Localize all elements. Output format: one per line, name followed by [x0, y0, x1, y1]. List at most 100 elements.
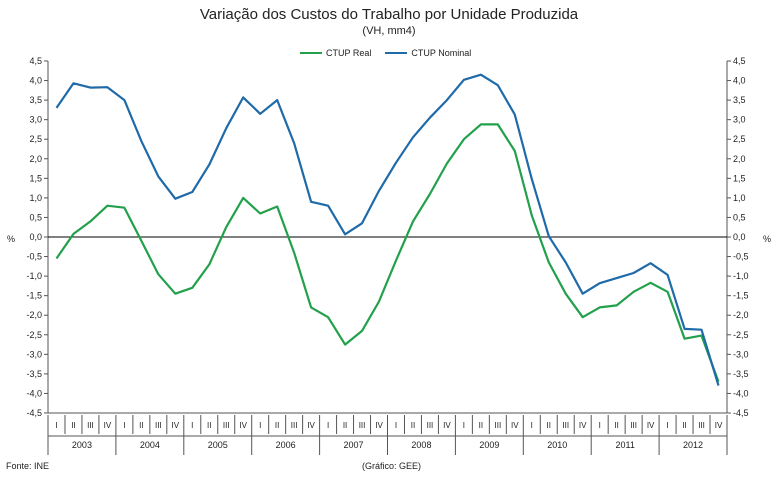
y-tick-label-right: 0,0: [733, 232, 746, 242]
x-tick-label-quarter: II: [275, 421, 279, 430]
y-tick-label-right: 0,5: [733, 212, 746, 222]
x-tick-label-quarter: III: [223, 421, 230, 430]
x-tick-label-quarter: IV: [172, 421, 180, 430]
x-tick-label-quarter: I: [531, 421, 533, 430]
y-tick-label-right: 4,5: [733, 56, 746, 66]
series-line-ctup-nominal: [55, 73, 720, 386]
x-tick-label-quarter: III: [291, 421, 298, 430]
x-tick-label-quarter: IV: [579, 421, 587, 430]
y-tick-label-left: 1,0: [29, 193, 42, 203]
y-unit-label-left: %: [7, 234, 15, 244]
x-tick-label-quarter: II: [479, 421, 483, 430]
y-tick-label-left: -2,5: [26, 330, 42, 340]
y-tick-label-right: -1,5: [733, 291, 749, 301]
y-tick-label-left: -3,5: [26, 369, 42, 379]
legend-swatch-nominal: [385, 52, 408, 54]
x-tick-label-year: 2007: [344, 440, 364, 450]
x-tick-label-year: 2003: [72, 440, 92, 450]
x-tick-label-quarter: II: [614, 421, 618, 430]
x-tick-label-quarter: IV: [375, 421, 383, 430]
x-tick-label-quarter: IV: [511, 421, 519, 430]
y-tick-label-right: 3,0: [733, 115, 746, 125]
y-tick-label-left: 2,0: [29, 154, 42, 164]
y-tick-label-left: -0,5: [26, 252, 42, 262]
x-tick-label-quarter: IV: [307, 421, 315, 430]
x-tick-label-quarter: III: [427, 421, 434, 430]
y-tick-label-right: -3,0: [733, 349, 749, 359]
y-tick-label-left: -4,0: [26, 388, 42, 398]
x-tick-label-quarter: III: [495, 421, 502, 430]
y-tick-label-right: -4,0: [733, 388, 749, 398]
y-tick-label-left: 0,5: [29, 212, 42, 222]
x-tick-label-quarter: III: [359, 421, 366, 430]
y-tick-label-right: 4,0: [733, 76, 746, 86]
source-note: Fonte: INE: [6, 461, 50, 471]
x-tick-label-quarter: I: [327, 421, 329, 430]
y-tick-label-right: -0,5: [733, 252, 749, 262]
x-tick-label-quarter: II: [343, 421, 347, 430]
x-tick-label-year: 2009: [479, 440, 499, 450]
x-tick-label-quarter: II: [682, 421, 686, 430]
legend-swatch-real: [300, 52, 322, 54]
x-tick-label-quarter: IV: [239, 421, 247, 430]
y-tick-label-right: -3,5: [733, 369, 749, 379]
x-tick-label-quarter: I: [463, 421, 465, 430]
x-tick-label-quarter: I: [123, 421, 125, 430]
y-tick-label-left: 4,5: [29, 56, 42, 66]
y-tick-label-right: -2,0: [733, 310, 749, 320]
y-tick-label-left: -2,0: [26, 310, 42, 320]
x-tick-label-quarter: IV: [647, 421, 655, 430]
x-tick-label-quarter: IV: [443, 421, 451, 430]
x-tick-label-quarter: III: [630, 421, 637, 430]
x-tick-label-quarter: II: [411, 421, 415, 430]
y-tick-label-right: -1,0: [733, 271, 749, 281]
y-tick-label-left: 2,5: [29, 134, 42, 144]
y-tick-label-left: 3,0: [29, 115, 42, 125]
x-tick-label-year: 2012: [683, 440, 703, 450]
legend-item-nominal: CTUP Nominal: [385, 48, 471, 58]
y-tick-label-right: 2,5: [733, 134, 746, 144]
legend-item-real: CTUP Real: [300, 48, 371, 58]
y-tick-label-right: -2,5: [733, 330, 749, 340]
y-tick-label-left: 1,5: [29, 173, 42, 183]
x-tick-label-quarter: II: [139, 421, 143, 430]
x-tick-label-quarter: III: [562, 421, 569, 430]
y-tick-label-left: -1,5: [26, 291, 42, 301]
x-tick-label-quarter: IV: [104, 421, 112, 430]
y-tick-label-left: 0,0: [29, 232, 42, 242]
x-tick-label-year: 2004: [140, 440, 160, 450]
legend-label-nominal: CTUP Nominal: [411, 48, 472, 58]
x-tick-label-year: 2008: [411, 440, 431, 450]
x-tick-label-quarter: II: [71, 421, 75, 430]
x-tick-label-quarter: II: [547, 421, 551, 430]
y-tick-label-right: -4,5: [733, 408, 749, 418]
chart-credit: (Gráfico: GEE): [362, 461, 422, 471]
y-tick-label-left: 3,5: [29, 95, 42, 105]
y-tick-label-left: 4,0: [29, 76, 42, 86]
x-tick-label-quarter: III: [698, 421, 705, 430]
chart-subtitle: (VH, mm4): [362, 25, 416, 37]
x-tick-label-quarter: III: [155, 421, 162, 430]
y-unit-label-right: %: [763, 234, 771, 244]
y-tick-label-left: -3,0: [26, 349, 42, 359]
x-tick-label-quarter: I: [259, 421, 261, 430]
y-tick-label-left: -1,0: [26, 271, 42, 281]
legend-label-real: CTUP Real: [326, 48, 372, 58]
x-tick-label-year: 2011: [615, 440, 634, 450]
chart-title: Variação dos Custos do Trabalho por Unid…: [199, 6, 579, 23]
x-tick-label-year: 2006: [276, 440, 296, 450]
x-tick-label-year: 2005: [208, 440, 228, 450]
x-tick-label-quarter: IV: [715, 421, 723, 430]
x-tick-label-quarter: I: [55, 421, 57, 430]
y-tick-label-right: 3,5: [733, 95, 746, 105]
x-tick-label-quarter: I: [666, 421, 668, 430]
x-tick-label-quarter: II: [207, 421, 211, 430]
series-line-ctup-real: [55, 123, 720, 383]
legend: CTUP Real CTUP Nominal: [300, 48, 471, 58]
y-tick-label-right: 1,5: [733, 173, 746, 183]
x-tick-label-quarter: I: [599, 421, 601, 430]
x-tick-label-quarter: III: [87, 421, 94, 430]
y-tick-label-right: 2,0: [733, 154, 746, 164]
y-tick-label-left: -4,5: [26, 408, 42, 418]
